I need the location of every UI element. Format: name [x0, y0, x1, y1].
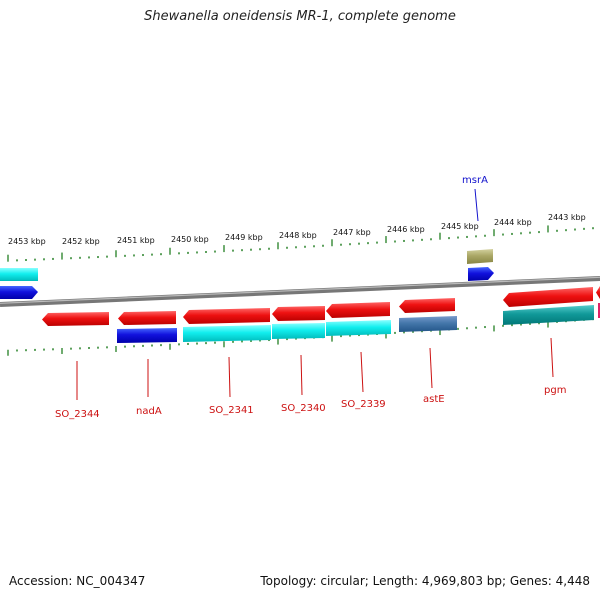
scale-label-2445: 2445 kbp: [441, 222, 479, 231]
gene-feature-astE-steel[interactable]: [399, 316, 457, 332]
scale-label-2444: 2444 kbp: [494, 218, 532, 227]
scale-labels: 2453 kbp 2452 kbp 2451 kbp 2450 kbp 2449…: [8, 213, 586, 246]
scale-label-2449: 2449 kbp: [225, 233, 263, 242]
gene-label-SO_2341[interactable]: SO_2341: [209, 405, 254, 416]
gene-label-SO_2344[interactable]: SO_2344: [55, 409, 100, 420]
scale-label-2446: 2446 kbp: [387, 225, 425, 234]
gene-feature-SO_2341-cyan[interactable]: [183, 325, 271, 342]
reverse-strand-features: [42, 286, 600, 343]
gene-feature-SO_2340-cyan[interactable]: [272, 323, 325, 339]
gene-feature-SO_2341-red[interactable]: [183, 308, 270, 324]
scale-label-2451: 2451 kbp: [117, 236, 155, 245]
scale-label-2453: 2453 kbp: [8, 237, 46, 246]
gene-feature-olive[interactable]: [467, 249, 493, 264]
gene-feature-blue-left[interactable]: [0, 286, 38, 299]
gene-feature-astE-red[interactable]: [399, 298, 455, 313]
gene-feature-pgm-red[interactable]: [503, 287, 593, 307]
scale-label-2450: 2450 kbp: [171, 235, 209, 244]
genome-info-text: Topology: circular; Length: 4,969,803 bp…: [260, 574, 590, 588]
gene-feature-right-red[interactable]: [596, 286, 600, 299]
forward-strand-features: [0, 249, 494, 299]
gene-feature-blue-msrA[interactable]: [468, 267, 494, 281]
scale-label-2447: 2447 kbp: [333, 228, 371, 237]
gene-labels: SO_2344 nadA SO_2341 SO_2340 SO_2339 ast…: [55, 175, 566, 420]
gene-feature-SO_2340-red[interactable]: [272, 306, 325, 321]
gene-feature-nadA-red[interactable]: [118, 311, 176, 325]
gene-feature-SO_2339-cyan[interactable]: [326, 320, 391, 336]
gene-feature-pgm-teal[interactable]: [503, 305, 594, 325]
gene-label-pgm[interactable]: pgm: [544, 385, 566, 396]
scale-label-2443: 2443 kbp: [548, 213, 586, 222]
gene-label-SO_2340[interactable]: SO_2340: [281, 403, 326, 414]
scale-label-2448: 2448 kbp: [279, 231, 317, 240]
outer-scale-ticks: [7, 225, 594, 262]
gene-label-astE[interactable]: astE: [423, 394, 445, 405]
gene-feature-SO_2344[interactable]: [42, 312, 109, 326]
map-title: Shewanella oneidensis MR-1, complete gen…: [144, 9, 456, 24]
gene-feature-nadA-blue[interactable]: [117, 328, 177, 343]
genome-backbone: [0, 276, 600, 307]
gene-feature-cyan-left[interactable]: [0, 268, 38, 281]
gene-feature-SO_2339-red[interactable]: [326, 302, 390, 318]
scale-label-2452: 2452 kbp: [62, 237, 100, 246]
label-leaders: [76, 188, 554, 400]
gene-label-SO_2339[interactable]: SO_2339: [341, 399, 386, 410]
gene-label-nadA[interactable]: nadA: [136, 406, 162, 417]
accession-text: Accession: NC_004347: [9, 574, 146, 588]
gene-label-msrA[interactable]: msrA: [462, 175, 488, 186]
